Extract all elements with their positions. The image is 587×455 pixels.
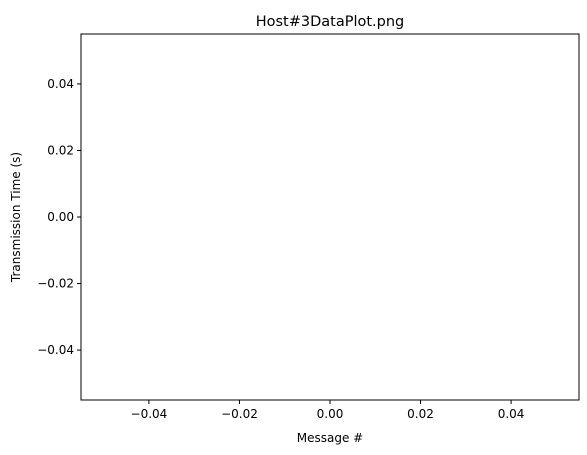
x-tick-label: 0.00 bbox=[317, 407, 344, 421]
y-tick-label: −0.02 bbox=[37, 277, 74, 291]
x-axis-label: Message # bbox=[297, 431, 363, 445]
x-axis-ticks: −0.04 −0.02 0.00 0.02 0.04 bbox=[131, 400, 525, 421]
chart-title: Host#3DataPlot.png bbox=[256, 14, 405, 30]
y-tick-label: 0.02 bbox=[47, 143, 74, 157]
y-axis-ticks: −0.04 −0.02 0.00 0.02 0.04 bbox=[37, 77, 81, 357]
x-tick-label: 0.02 bbox=[407, 407, 434, 421]
x-tick-label: −0.02 bbox=[221, 407, 258, 421]
y-tick-label: −0.04 bbox=[37, 343, 74, 357]
y-axis-label: Transmission Time (s) bbox=[9, 152, 23, 283]
y-tick-label: 0.04 bbox=[47, 77, 74, 91]
y-tick-label: 0.00 bbox=[47, 210, 74, 224]
plot-area-frame bbox=[80, 33, 580, 401]
x-tick-label: 0.04 bbox=[498, 407, 525, 421]
x-tick-label: −0.04 bbox=[131, 407, 168, 421]
